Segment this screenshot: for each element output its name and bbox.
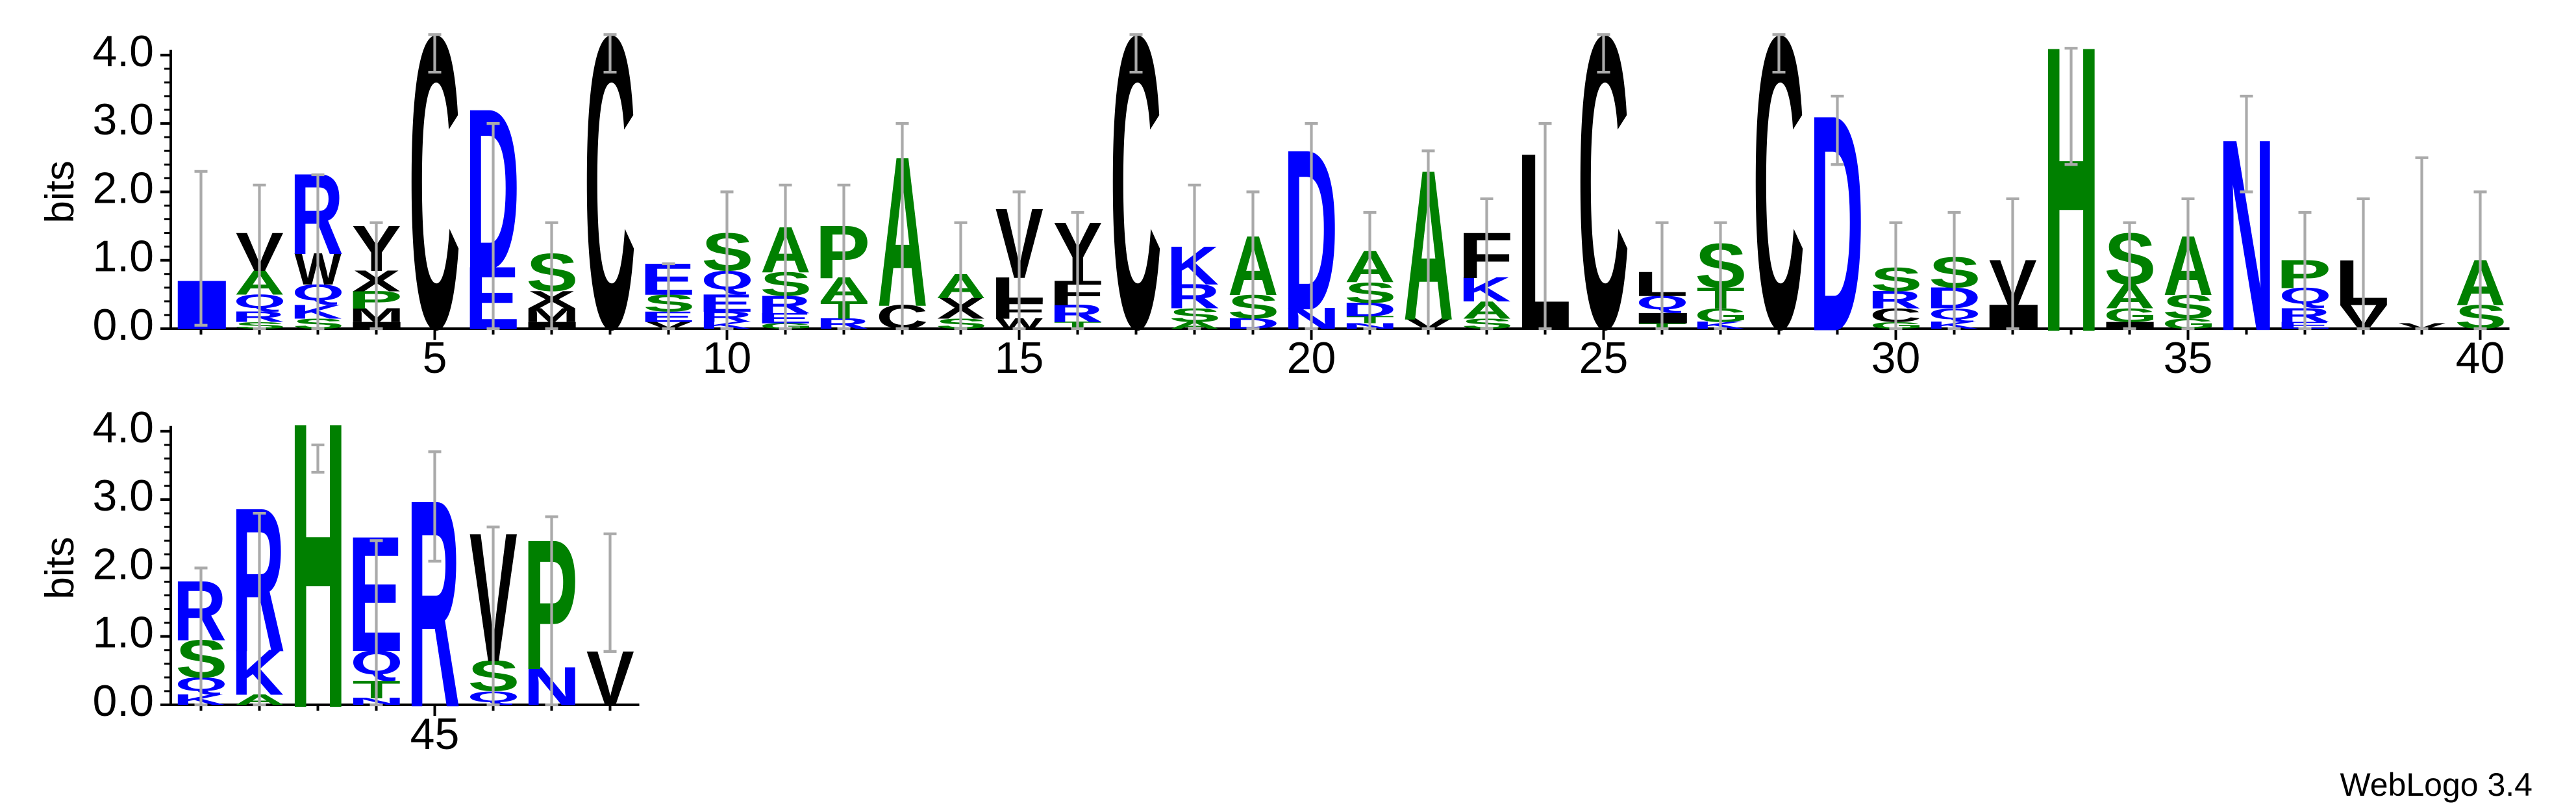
svg-text:0.0: 0.0 [92,676,154,726]
svg-text:2.0: 2.0 [92,539,154,589]
svg-text:3.0: 3.0 [92,95,154,144]
svg-text:4.0: 4.0 [92,403,154,452]
svg-text:4.0: 4.0 [92,27,154,76]
svg-text:1.0: 1.0 [92,608,154,657]
svg-text:10: 10 [703,333,752,383]
svg-text:bits: bits [38,537,82,599]
svg-text:1.0: 1.0 [92,232,154,281]
svg-text:40: 40 [2456,333,2505,383]
svg-text:H: H [290,376,347,782]
svg-text:0.0: 0.0 [92,300,154,349]
svg-text:3.0: 3.0 [92,471,154,520]
svg-text:30: 30 [1871,333,1921,383]
svg-text:35: 35 [2164,333,2213,383]
svg-text:15: 15 [995,333,1044,383]
svg-text:K: K [1166,235,1219,296]
svg-text:2.0: 2.0 [92,163,154,212]
svg-text:bits: bits [38,160,82,223]
